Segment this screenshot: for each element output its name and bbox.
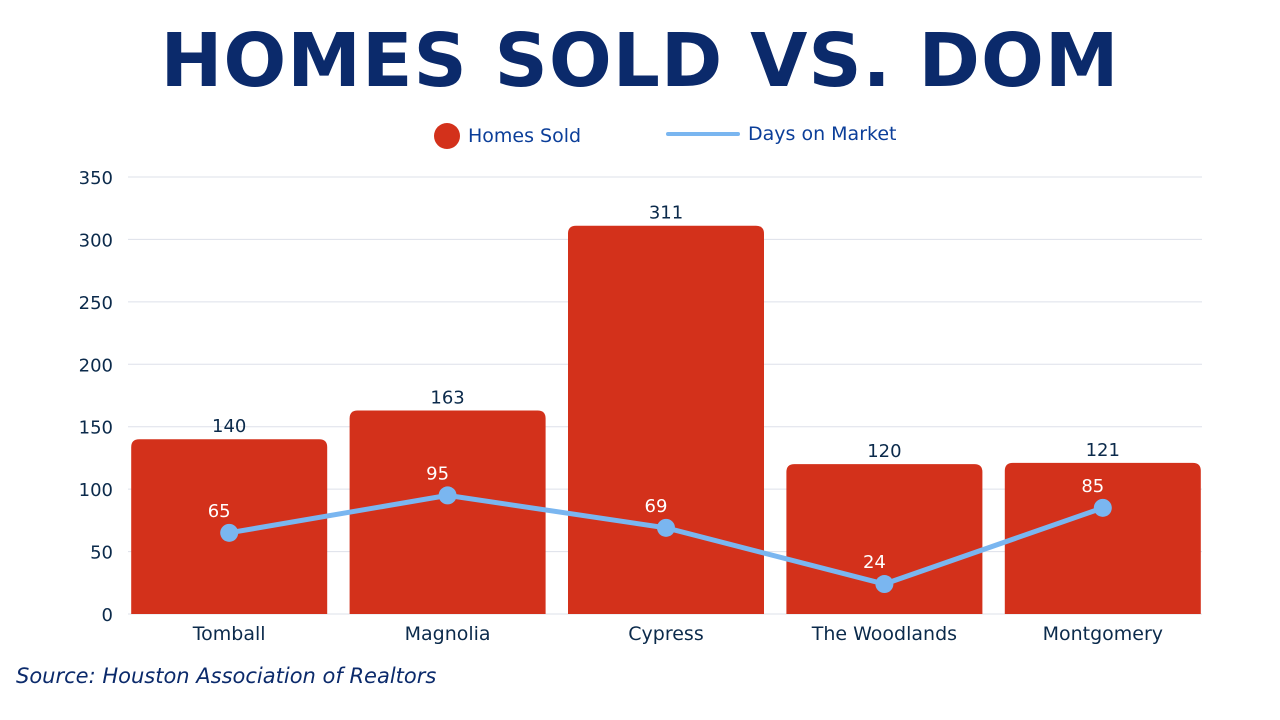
dom-point: [657, 518, 675, 537]
y-tick-label: 0: [102, 605, 113, 626]
x-tick-label: Cypress: [628, 623, 703, 645]
bar-montgomery: [1004, 462, 1201, 614]
chart-title: HOMES SOLD VS. DOM: [160, 18, 1120, 104]
legend-item-days-on-market: Days on Market: [666, 123, 896, 145]
legend-item-homes-sold: Homes Sold: [434, 123, 581, 149]
bar-the-woodlands: [786, 464, 983, 614]
legend-label-homes-sold: Homes Sold: [468, 125, 582, 147]
bar-value-label: 311: [649, 203, 683, 224]
dom-value-label: 65: [208, 501, 231, 522]
dom-point: [875, 575, 894, 594]
bar-value-label: 163: [430, 387, 464, 408]
y-tick-label: 350: [79, 168, 113, 189]
dom-value-label: 95: [426, 463, 449, 484]
dom-value-label: 24: [863, 552, 886, 573]
bar-value-label: 140: [212, 416, 246, 437]
y-tick-label: 100: [79, 480, 113, 501]
bar-magnolia: [349, 410, 546, 614]
bar-value-label: 120: [867, 441, 901, 462]
y-tick-label: 250: [79, 293, 113, 314]
legend-label-days-on-market: Days on Market: [748, 123, 897, 145]
legend: Homes Sold Days on Market: [0, 120, 1280, 150]
bar-cypress: [568, 225, 764, 615]
dom-value-label: 85: [1081, 476, 1104, 497]
y-tick-label: 300: [79, 230, 113, 251]
x-tick-label: Montgomery: [1043, 623, 1163, 645]
dom-point: [220, 523, 239, 542]
y-tick-label: 150: [79, 418, 113, 439]
dom-point: [438, 486, 457, 505]
legend-dot-icon: [434, 123, 460, 149]
source-note: Source: Houston Association of Realtors: [16, 664, 437, 688]
bar-value-label: 121: [1086, 440, 1120, 461]
dom-value-label: 69: [645, 496, 668, 517]
dom-point: [1093, 498, 1112, 517]
x-tick-label: Tomball: [192, 623, 266, 645]
x-tick-label: The Woodlands: [811, 623, 957, 645]
y-tick-label: 50: [90, 543, 113, 564]
y-tick-label: 200: [79, 355, 113, 376]
x-tick-label: Magnolia: [405, 623, 491, 645]
legend-line-icon: [666, 132, 740, 136]
